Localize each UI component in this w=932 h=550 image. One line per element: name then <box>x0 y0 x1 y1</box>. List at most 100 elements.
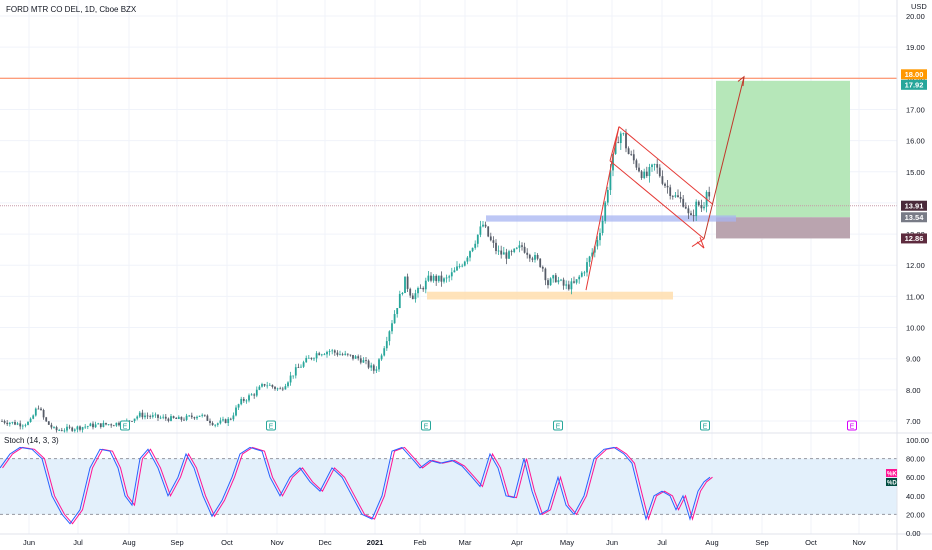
candle[interactable] <box>58 428 61 431</box>
candle[interactable] <box>149 414 152 420</box>
candle[interactable] <box>398 290 401 309</box>
candle[interactable] <box>68 424 71 430</box>
candle[interactable] <box>372 363 375 374</box>
candle[interactable] <box>180 416 183 422</box>
candle[interactable] <box>297 363 300 369</box>
candle[interactable] <box>19 420 22 430</box>
candle[interactable] <box>370 362 373 372</box>
candle[interactable] <box>469 250 471 262</box>
candle[interactable] <box>435 274 438 286</box>
candle[interactable] <box>112 424 115 427</box>
candle[interactable] <box>448 274 451 282</box>
candle[interactable] <box>362 357 365 363</box>
candle[interactable] <box>118 421 120 427</box>
candle[interactable] <box>201 413 204 418</box>
candle[interactable] <box>97 422 100 425</box>
candle[interactable] <box>271 384 274 389</box>
candle[interactable] <box>86 425 89 430</box>
candle[interactable] <box>453 267 456 273</box>
impulse-line[interactable] <box>585 126 620 291</box>
candle[interactable] <box>73 428 76 433</box>
candle[interactable] <box>367 359 370 370</box>
candle[interactable] <box>671 195 674 200</box>
candle[interactable] <box>557 276 560 285</box>
candle[interactable] <box>185 413 188 422</box>
candle[interactable] <box>279 386 282 390</box>
channel-upper-line[interactable] <box>618 126 714 205</box>
earnings-icon[interactable]: E <box>266 420 276 431</box>
candle[interactable] <box>684 202 687 210</box>
candle[interactable] <box>144 412 146 420</box>
candle[interactable] <box>6 420 9 426</box>
candle[interactable] <box>427 271 430 282</box>
candle[interactable] <box>216 422 219 427</box>
candle[interactable] <box>422 286 425 292</box>
candle[interactable] <box>528 253 531 262</box>
candle[interactable] <box>638 163 640 173</box>
candle[interactable] <box>42 408 45 420</box>
candle[interactable] <box>515 247 518 250</box>
candle[interactable] <box>79 425 81 432</box>
candle[interactable] <box>11 421 14 425</box>
price-axis-bg[interactable] <box>897 0 932 550</box>
candle[interactable] <box>24 423 27 428</box>
candle[interactable] <box>66 423 68 434</box>
candle[interactable] <box>554 273 557 283</box>
candle[interactable] <box>588 255 591 267</box>
candle[interactable] <box>162 414 165 420</box>
candle[interactable] <box>289 371 292 386</box>
candle[interactable] <box>687 205 690 220</box>
candle[interactable] <box>617 136 620 144</box>
candle[interactable] <box>92 421 94 430</box>
candle[interactable] <box>630 150 633 156</box>
candle[interactable] <box>487 226 490 238</box>
candle[interactable] <box>432 274 435 283</box>
candle[interactable] <box>60 427 63 432</box>
candle[interactable] <box>16 421 19 426</box>
candle[interactable] <box>664 182 666 189</box>
candle[interactable] <box>193 416 196 420</box>
candle[interactable] <box>333 349 336 356</box>
candle[interactable] <box>531 256 534 263</box>
projection-path[interactable] <box>703 76 745 239</box>
candle[interactable] <box>643 168 646 180</box>
candle[interactable] <box>266 381 269 389</box>
candle[interactable] <box>505 248 508 265</box>
candle[interactable] <box>666 179 669 194</box>
candle[interactable] <box>242 397 245 403</box>
candle[interactable] <box>274 386 276 391</box>
candle[interactable] <box>424 277 427 294</box>
candle[interactable] <box>115 422 118 427</box>
candle[interactable] <box>482 220 484 228</box>
candle[interactable] <box>32 414 35 420</box>
candle[interactable] <box>651 163 653 172</box>
candle[interactable] <box>281 386 284 392</box>
stoch-axis[interactable]: 100.00 80.00 60.00 40.00 20.00 0.00 <box>906 436 929 538</box>
candle[interactable] <box>261 382 263 388</box>
candle[interactable] <box>391 319 393 335</box>
candle[interactable] <box>508 249 510 259</box>
support-band-orange[interactable] <box>427 291 673 300</box>
candle[interactable] <box>229 417 232 421</box>
candle[interactable] <box>437 275 440 283</box>
candle[interactable] <box>222 416 224 422</box>
candle[interactable] <box>476 234 479 248</box>
candle[interactable] <box>84 423 87 429</box>
candle[interactable] <box>99 423 102 429</box>
candle[interactable] <box>255 386 258 398</box>
candle[interactable] <box>94 421 97 428</box>
candle[interactable] <box>323 352 326 356</box>
candle[interactable] <box>484 221 487 228</box>
candle[interactable] <box>151 412 154 419</box>
candle[interactable] <box>703 201 705 211</box>
candle[interactable] <box>232 412 235 422</box>
candle[interactable] <box>697 200 700 207</box>
candle[interactable] <box>159 415 162 420</box>
candle[interactable] <box>263 383 266 387</box>
candle[interactable] <box>71 426 74 432</box>
candle[interactable] <box>292 375 295 379</box>
candle[interactable] <box>393 310 396 324</box>
candle[interactable] <box>328 349 331 356</box>
candle[interactable] <box>175 417 178 420</box>
